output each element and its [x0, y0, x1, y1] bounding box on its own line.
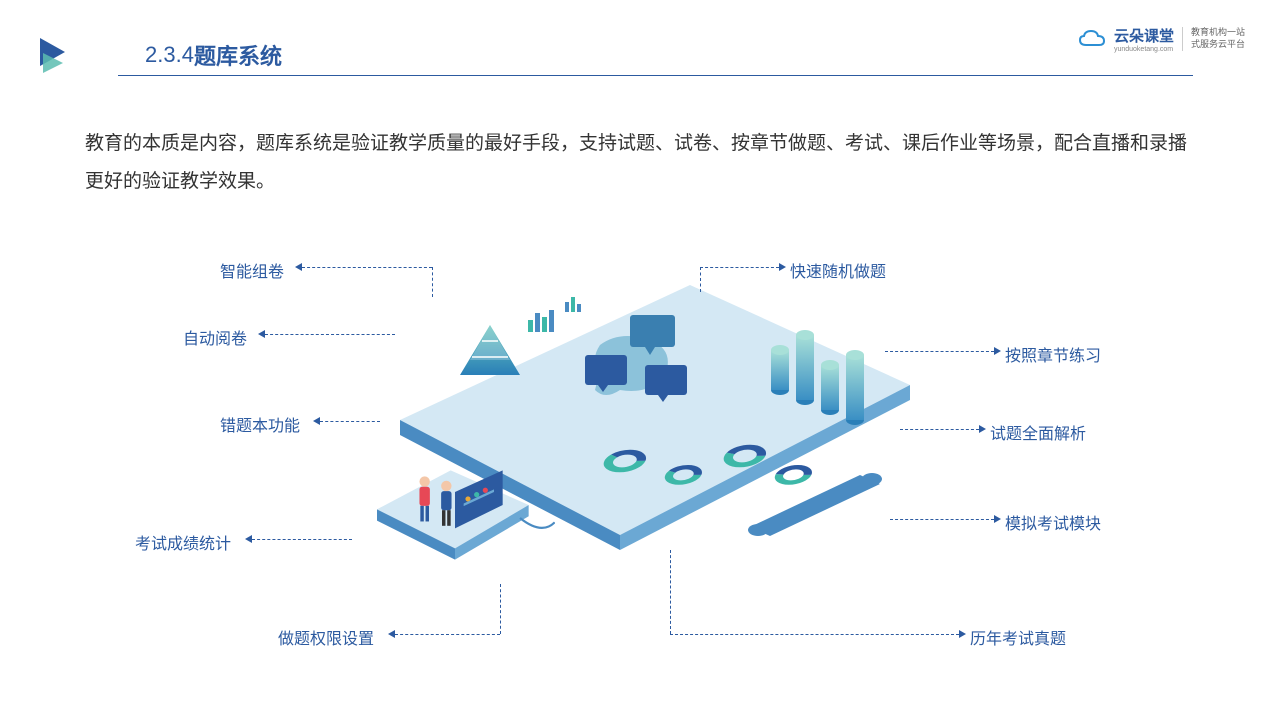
connector-line [320, 421, 380, 422]
small-platform [355, 440, 555, 570]
connector-line [265, 334, 395, 335]
logo-brand-text: 云朵课堂 [1114, 25, 1174, 46]
connector-line [500, 584, 501, 634]
connector-line [395, 634, 500, 635]
connector-line [700, 267, 779, 268]
label-permission: 做题权限设置 [278, 625, 374, 649]
label-wrong-book: 错题本功能 [220, 412, 300, 436]
slide-header: 2.3.4 题库系统 [35, 35, 282, 75]
connector-line [900, 429, 979, 430]
arrow-icon [994, 347, 1001, 355]
section-number: 2.3.4 [145, 42, 194, 68]
connector-line [252, 539, 352, 540]
label-fast-random: 快速随机做题 [790, 258, 886, 282]
connector-line [670, 550, 671, 634]
slide-description: 教育的本质是内容，题库系统是验证教学质量的最好手段，支持试题、试卷、按章节做题、… [85, 125, 1195, 201]
brand-logo: 云朵课堂 yunduoketang.com 教育机构一站 式服务云平台 [1078, 25, 1245, 53]
header-underline [118, 75, 1193, 76]
connector-line [432, 267, 433, 297]
connector-line [670, 634, 959, 635]
arrow-icon [779, 263, 786, 271]
connector-line [885, 351, 994, 352]
label-chapter-practice: 按照章节练习 [1005, 342, 1101, 366]
arrow-icon [979, 425, 986, 433]
play-icon [35, 35, 75, 75]
arrow-icon [295, 263, 302, 271]
label-auto-grade: 自动阅卷 [183, 325, 247, 349]
arrow-icon [994, 515, 1001, 523]
label-smart-compose: 智能组卷 [220, 258, 284, 282]
logo-domain: yunduoketang.com [1114, 46, 1174, 53]
label-past-exams: 历年考试真题 [970, 625, 1066, 649]
arrow-icon [388, 630, 395, 638]
label-full-analysis: 试题全面解析 [990, 420, 1086, 444]
arrow-icon [959, 630, 966, 638]
cloud-icon [1078, 29, 1106, 49]
section-title: 题库系统 [194, 39, 282, 71]
arrow-icon [258, 330, 265, 338]
arrow-icon [245, 535, 252, 543]
feature-diagram: 智能组卷 自动阅卷 错题本功能 考试成绩统计 做题权限设置 快速随机做题 按照章… [0, 230, 1280, 690]
connector-line [890, 519, 994, 520]
arrow-icon [313, 417, 320, 425]
connector-line [302, 267, 432, 268]
connector-line [700, 267, 701, 292]
label-mock-exam: 模拟考试模块 [1005, 510, 1101, 534]
logo-tagline: 教育机构一站 式服务云平台 [1182, 27, 1245, 50]
label-score-stats: 考试成绩统计 [135, 530, 231, 554]
